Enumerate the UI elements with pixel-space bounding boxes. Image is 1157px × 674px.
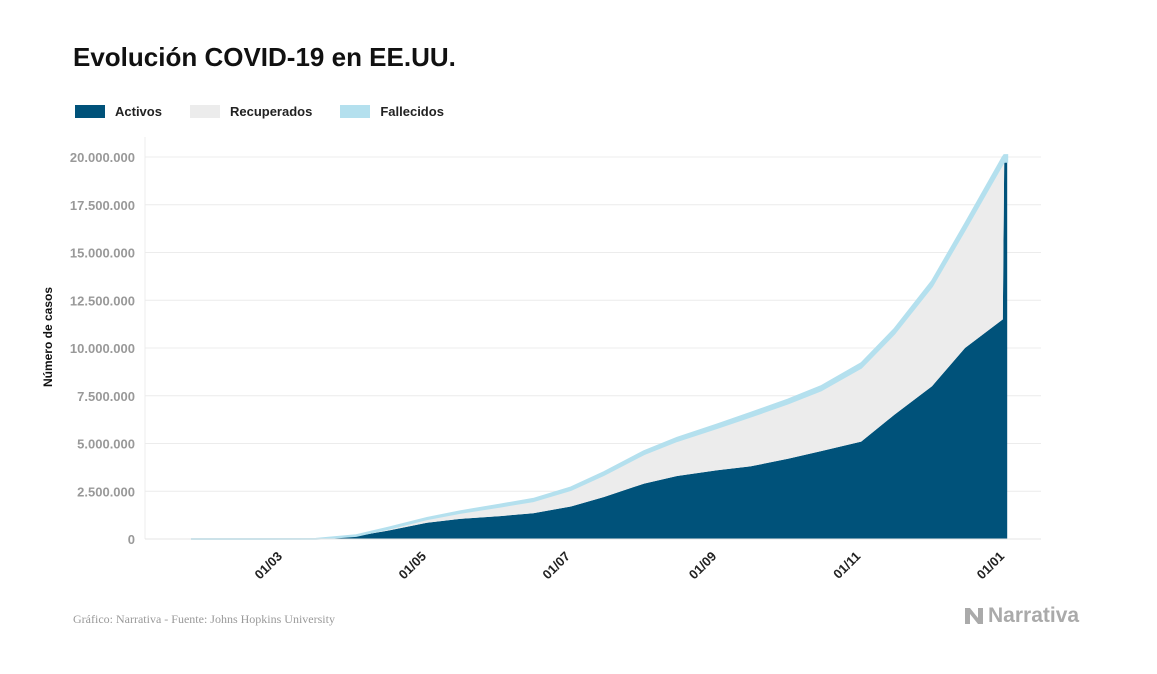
- legend-label: Activos: [115, 104, 162, 119]
- y-tick-label: 7.500.000: [77, 389, 135, 404]
- legend-item-fallecidos: Fallecidos: [340, 104, 444, 119]
- y-tick-label: 17.500.000: [70, 198, 135, 213]
- area-activos: [191, 161, 1008, 540]
- legend-swatch-activos: [75, 105, 105, 118]
- y-tick-label: 5.000.000: [77, 437, 135, 452]
- x-tick-label: 01/03: [252, 549, 286, 583]
- legend-item-recuperados: Recuperados: [189, 104, 313, 119]
- y-tick-label: 15.000.000: [70, 246, 135, 261]
- legend-item-activos: Activos: [75, 104, 162, 119]
- x-tick-label: 01/11: [830, 549, 863, 582]
- y-tick-label: 0: [128, 532, 135, 547]
- y-tick-label: 10.000.000: [70, 341, 135, 356]
- legend-swatch-fallecidos: [340, 105, 371, 118]
- narrativa-logo-icon: [965, 608, 983, 624]
- chart-title: Evolución COVID-19 en EE.UU.: [73, 42, 456, 72]
- y-tick-label: 20.000.000: [70, 150, 135, 165]
- narrativa-logo: Narrativa: [963, 604, 1079, 628]
- x-tick-label: 01/07: [539, 549, 573, 583]
- legend-label: Fallecidos: [380, 104, 444, 119]
- legend-label: Recuperados: [229, 104, 313, 119]
- y-tick-label: 12.500.000: [70, 293, 135, 308]
- y-tick-label: 2.500.000: [77, 484, 135, 499]
- area-fallecidos: [190, 154, 1009, 540]
- area-recuperados: [191, 161, 1008, 540]
- logo-text: Narrativa: [988, 604, 1080, 627]
- x-tick-label: 01/05: [395, 549, 429, 583]
- x-tick-label: 01/01: [974, 549, 1008, 583]
- legend: Activos Recuperados Fallecidos: [75, 104, 444, 119]
- x-tick-label: 01/09: [686, 549, 720, 583]
- source-note: Gráfico: Narrativa - Fuente: Johns Hopki…: [73, 612, 335, 626]
- legend-swatch-recuperados: [189, 105, 220, 118]
